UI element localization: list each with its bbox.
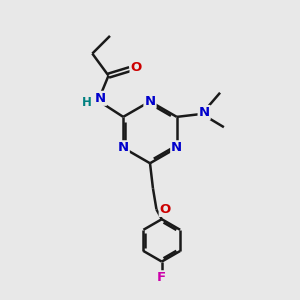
- Text: F: F: [157, 271, 166, 284]
- Text: H: H: [82, 96, 92, 109]
- Text: N: N: [171, 141, 182, 154]
- Text: O: O: [160, 203, 171, 216]
- Text: N: N: [199, 106, 210, 119]
- Text: O: O: [130, 61, 142, 74]
- Text: N: N: [144, 95, 156, 108]
- Text: N: N: [95, 92, 106, 105]
- Text: N: N: [118, 141, 129, 154]
